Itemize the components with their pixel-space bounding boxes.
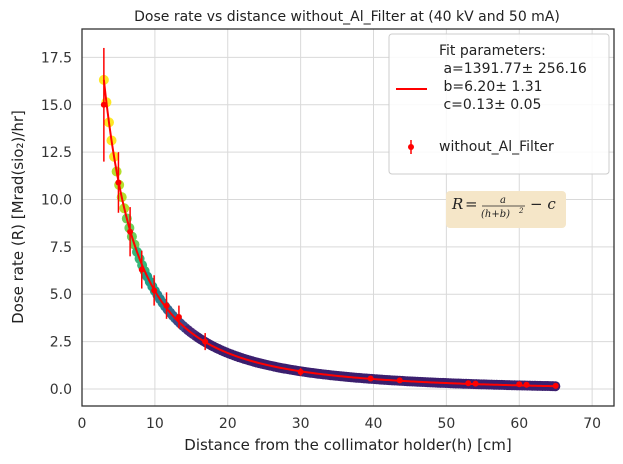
legend-fit-param-a: a=1391.77± 256.16 [439, 61, 587, 77]
x-axis-label: Distance from the collimator holder(h) [… [184, 436, 511, 454]
x-ticks: 0 10 20 30 40 50 60 70 [78, 416, 602, 432]
equation-exponent: 2 [518, 207, 524, 215]
x-tick-label: 70 [583, 416, 601, 432]
data-point [472, 380, 479, 387]
x-tick-label: 10 [146, 416, 164, 432]
data-point [396, 377, 403, 384]
chart-title: Dose rate vs distance without_Al_Filter … [134, 9, 560, 25]
data-point [202, 338, 209, 345]
equation-lhs: R [451, 195, 463, 213]
x-tick-label: 40 [365, 416, 383, 432]
equation-denominator: (h+b) [481, 209, 510, 220]
x-tick-label: 20 [219, 416, 237, 432]
data-point [523, 381, 530, 388]
data-point [115, 179, 122, 186]
y-tick-label: 2.5 [50, 335, 72, 351]
y-tick-label: 12.5 [41, 145, 72, 161]
legend: Fit parameters: a=1391.77± 256.16 b=6.20… [388, 33, 610, 175]
y-tick-label: 5.0 [50, 287, 72, 303]
data-point [100, 101, 107, 108]
equation-box: R = a (h+b) 2 − c [446, 191, 566, 228]
equation-equals: = [465, 195, 478, 213]
y-tick-label: 15.0 [41, 98, 72, 114]
x-tick-label: 50 [437, 416, 455, 432]
legend-series-label: without_Al_Filter [439, 139, 554, 155]
y-tick-label: 0.0 [50, 382, 72, 398]
data-point [367, 375, 374, 382]
equation-background [446, 191, 566, 228]
data-point [151, 287, 158, 294]
data-point [297, 368, 304, 375]
x-tick-label: 60 [510, 416, 528, 432]
data-point [552, 382, 559, 389]
plot-frame [81, 28, 615, 407]
x-tick-label: 30 [292, 416, 310, 432]
y-ticks: 0.0 2.5 5.0 7.5 10.0 12.5 15.0 17.5 [41, 50, 72, 398]
y-axis-label: Dose rate (R) [Mrad(sio₂)/hr] [9, 110, 27, 324]
legend-fit-param-c: c=0.13± 0.05 [439, 97, 541, 113]
data-points-group [100, 47, 559, 389]
data-point [127, 228, 134, 235]
y-tick-label: 17.5 [41, 50, 72, 66]
equation-tail: − c [530, 195, 556, 213]
data-point [138, 266, 145, 273]
data-point [163, 302, 170, 309]
legend-fit-param-b: b=6.20± 1.31 [439, 79, 543, 95]
legend-marker [408, 144, 414, 150]
y-tick-label: 7.5 [50, 240, 72, 256]
legend-header: Fit parameters: [439, 43, 546, 59]
equation-numerator: a [500, 195, 506, 206]
data-point [465, 380, 472, 387]
legend-box [388, 33, 610, 175]
y-tick-label: 10.0 [41, 193, 72, 209]
x-tick-label: 0 [78, 416, 87, 432]
data-point [516, 381, 523, 388]
data-point [175, 313, 182, 320]
